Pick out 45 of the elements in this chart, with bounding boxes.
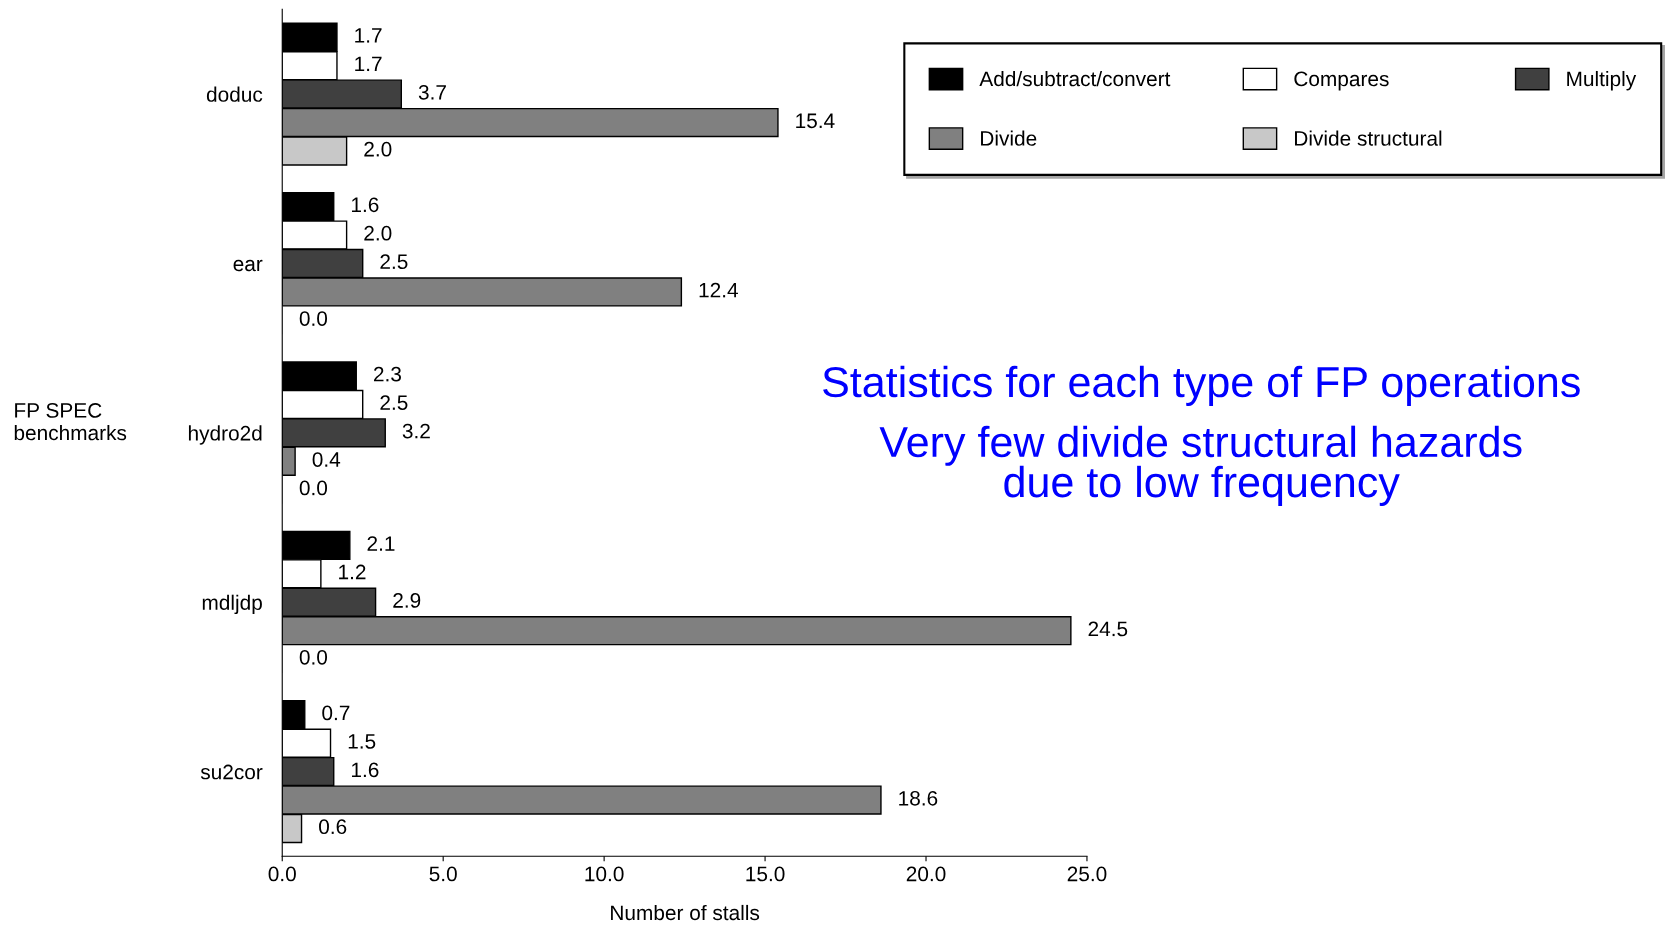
legend-label: Multiply: [1567, 70, 1637, 91]
data-label: 0.0: [299, 649, 328, 665]
data-label: 2.5: [380, 254, 408, 270]
x-tick-label: 20.0: [906, 866, 946, 882]
annotation: Very few divide structural hazards due to low frequency: [879, 425, 1522, 506]
data-label: 1.7: [355, 56, 382, 72]
y-tick-label: su2cor: [200, 764, 263, 780]
data-label: 18.6: [899, 790, 938, 806]
x-axis-title: Number of stalls: [611, 904, 760, 921]
x-tick-label: 10.0: [585, 866, 624, 882]
y-tick-label: doduc: [206, 86, 263, 102]
legend-label: Divide: [981, 130, 1037, 146]
x-tick-label: 0.0: [268, 866, 296, 882]
x-tick-label: 25.0: [1067, 866, 1107, 882]
data-label: 1.2: [339, 564, 366, 580]
y-tick-label: hydro2d: [188, 425, 262, 445]
data-label: 1.5: [348, 734, 376, 749]
data-label: 24.5: [1088, 621, 1128, 637]
x-tick-label: 5.0: [429, 866, 457, 882]
data-label: 1.6: [352, 197, 379, 213]
data-label: 1.6: [352, 762, 379, 778]
legend-label: Add/subtract/convert: [979, 70, 1171, 87]
x-tick-label: 15.0: [746, 866, 785, 882]
data-label: 2.0: [364, 141, 392, 157]
annotation: Statistics for each type of FP operations: [823, 365, 1580, 406]
data-label: 2.9: [393, 593, 421, 608]
data-label: 0.6: [319, 819, 347, 835]
legend-label: Divide structural: [1295, 130, 1442, 146]
data-label: 0.7: [322, 705, 350, 721]
data-label: 2.3: [373, 366, 401, 382]
data-label: 3.2: [402, 423, 430, 439]
data-label: 0.0: [299, 311, 328, 326]
y-tick-label: mdljdp: [202, 594, 262, 615]
data-label: 12.4: [699, 282, 738, 298]
data-label: 2.1: [367, 536, 395, 551]
data-label: 1.7: [355, 28, 382, 43]
legend-label: Compares: [1294, 71, 1389, 91]
data-label: 2.5: [380, 395, 408, 410]
data-label: 0.0: [299, 480, 328, 496]
data-label: 3.7: [418, 84, 446, 100]
data-label: 2.0: [364, 225, 392, 241]
data-label: 15.4: [796, 113, 835, 129]
data-label: 0.4: [312, 452, 341, 467]
y-tick-label: ear: [233, 259, 263, 272]
y-axis-title: FP SPEC benchmarks: [14, 403, 127, 441]
